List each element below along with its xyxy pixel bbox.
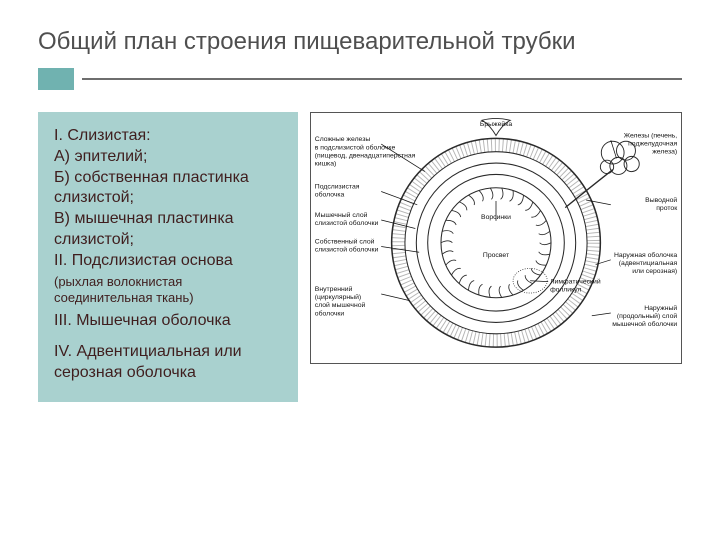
svg-text:Подслизистая: Подслизистая [315,184,360,191]
svg-text:Сложные железы: Сложные железы [315,136,371,143]
svg-text:оболочка: оболочка [315,191,345,199]
svg-text:или серозная): или серозная) [632,268,677,275]
svg-text:Мышечный слой: Мышечный слой [315,211,368,219]
svg-text:Железы (печень,: Железы (печень, [624,132,678,139]
svg-text:(пищевод, двенадцатиперстная: (пищевод, двенадцатиперстная [315,152,416,159]
card-line-5: II. Подслизистая основа [54,251,282,272]
slide-title: Общий план строения пищеварительной труб… [38,28,682,56]
accent-block [38,68,74,90]
svg-text:Выводной: Выводной [645,196,677,204]
svg-text:проток: проток [656,205,678,212]
svg-text:Наружная оболочка: Наружная оболочка [614,251,677,259]
slide: Общий план строения пищеварительной труб… [0,0,720,540]
svg-text:(адвентициальная: (адвентициальная [619,260,678,267]
card-line-8: IV. Адвентициальная или серозная оболочк… [54,342,282,384]
svg-text:поджелудочная: поджелудочная [628,141,677,148]
card-line-3: Б) собственная пластинка слизистой; [54,168,282,210]
accent-divider [38,68,682,90]
card-line-1: I. Слизистая: [54,126,282,147]
svg-text:слизистой оболочки: слизистой оболочки [315,246,379,254]
svg-text:фолликул: фолликул [550,287,581,294]
card-line-7: III. Мышечная оболочка [54,311,282,332]
svg-text:Ворсинки: Ворсинки [481,214,511,221]
svg-text:(циркулярный): (циркулярный) [315,293,361,301]
svg-text:кишка): кишка) [315,160,337,167]
svg-text:мышечной оболочки: мышечной оболочки [612,320,677,328]
svg-text:Просвет: Просвет [483,252,510,259]
content-row: I. Слизистая: А) эпителий; Б) собственна… [38,112,682,402]
card-line-4: В) мышечная пластинка слизистой; [54,209,282,251]
svg-text:железа): железа) [652,149,677,156]
svg-text:оболочки: оболочки [315,309,345,317]
svg-text:Наружный: Наружный [644,304,677,312]
card-line-6: (рыхлая волокнистая соединительная ткань… [54,274,282,308]
svg-text:(продольный) слой: (продольный) слой [617,312,678,320]
svg-text:в подслизистой оболочке: в подслизистой оболочке [315,143,396,151]
svg-text:Лимфатический: Лимфатический [550,278,601,286]
text-card: I. Слизистая: А) эпителий; Б) собственна… [38,112,298,402]
accent-line [82,78,682,80]
svg-text:Брыжейка: Брыжейка [480,120,513,128]
svg-text:Собственный слой: Собственный слой [315,238,375,246]
svg-text:Внутренний: Внутренний [315,285,353,293]
svg-text:слизистой оболочки: слизистой оболочки [315,219,379,227]
cross-section-figure: Брыжейка Сложные железыв подслизистой обо… [310,112,682,364]
cross-section-svg: Брыжейка Сложные железыв подслизистой обо… [311,113,681,363]
card-line-2: А) эпителий; [54,147,282,168]
svg-text:слой мышечной: слой мышечной [315,301,366,309]
